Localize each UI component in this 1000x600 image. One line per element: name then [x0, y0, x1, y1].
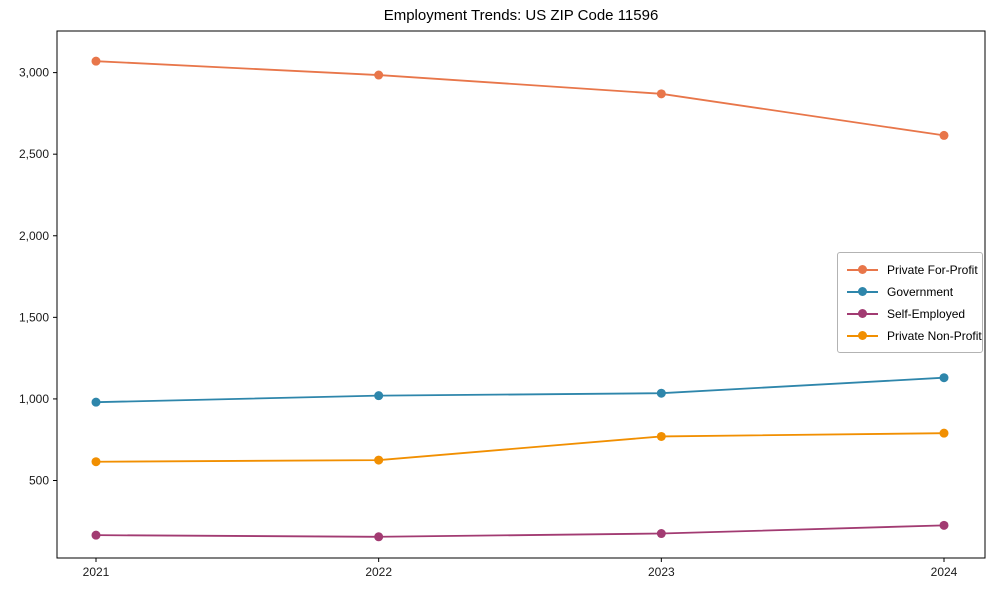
- legend-item: Private Non-Profit: [847, 327, 982, 344]
- legend-item: Self-Employed: [847, 305, 974, 322]
- data-point-marker: [656, 529, 666, 539]
- data-point-marker: [374, 70, 384, 80]
- data-point-marker: [656, 388, 666, 398]
- legend-item: Private For-Profit: [847, 261, 978, 278]
- legend-line-marker-icon: [847, 308, 878, 319]
- series-line: [95, 432, 945, 463]
- legend-item: Government: [847, 283, 974, 300]
- y-tick-label: 1,000: [19, 392, 49, 406]
- x-tick-label: 2024: [931, 565, 958, 579]
- series-line: [95, 376, 945, 404]
- legend-label: Private For-Profit: [887, 262, 978, 277]
- data-point-marker: [374, 532, 384, 542]
- legend: Private For-Profit Government Self-Employe…: [837, 252, 983, 353]
- x-tick-label: 2022: [365, 565, 392, 579]
- data-point-marker: [939, 520, 949, 530]
- data-point-marker: [939, 130, 949, 140]
- data-point-marker: [656, 89, 666, 99]
- legend-label: Government: [887, 284, 954, 299]
- data-point-marker: [374, 455, 384, 465]
- plot-border: [56, 30, 986, 559]
- chart-title: Employment Trends: US ZIP Code 11596: [383, 7, 659, 24]
- series-line: [95, 60, 945, 137]
- legend-line-marker-icon: [847, 330, 878, 341]
- data-point-marker: [939, 373, 949, 383]
- data-point-marker: [91, 530, 101, 540]
- data-point-marker: [656, 431, 666, 441]
- data-point-marker: [374, 391, 384, 401]
- legend-line-marker-icon: [847, 264, 878, 275]
- y-tick-label: 2,000: [19, 229, 49, 243]
- series-line: [95, 524, 945, 538]
- legend-line-marker-icon: [847, 286, 878, 297]
- y-tick-label: 500: [29, 474, 49, 488]
- x-tick-label: 2021: [83, 565, 110, 579]
- x-tick-label: 2023: [648, 565, 675, 579]
- data-point-marker: [91, 397, 101, 407]
- legend-label: Private Non-Profit: [887, 328, 982, 343]
- y-tick-label: 2,500: [19, 147, 49, 161]
- data-point-marker: [939, 428, 949, 438]
- y-tick-label: 1,500: [19, 310, 49, 324]
- y-tick-label: 3,000: [19, 66, 49, 80]
- data-point-marker: [91, 457, 101, 467]
- legend-label: Self-Employed: [887, 306, 966, 321]
- data-point-marker: [91, 56, 101, 66]
